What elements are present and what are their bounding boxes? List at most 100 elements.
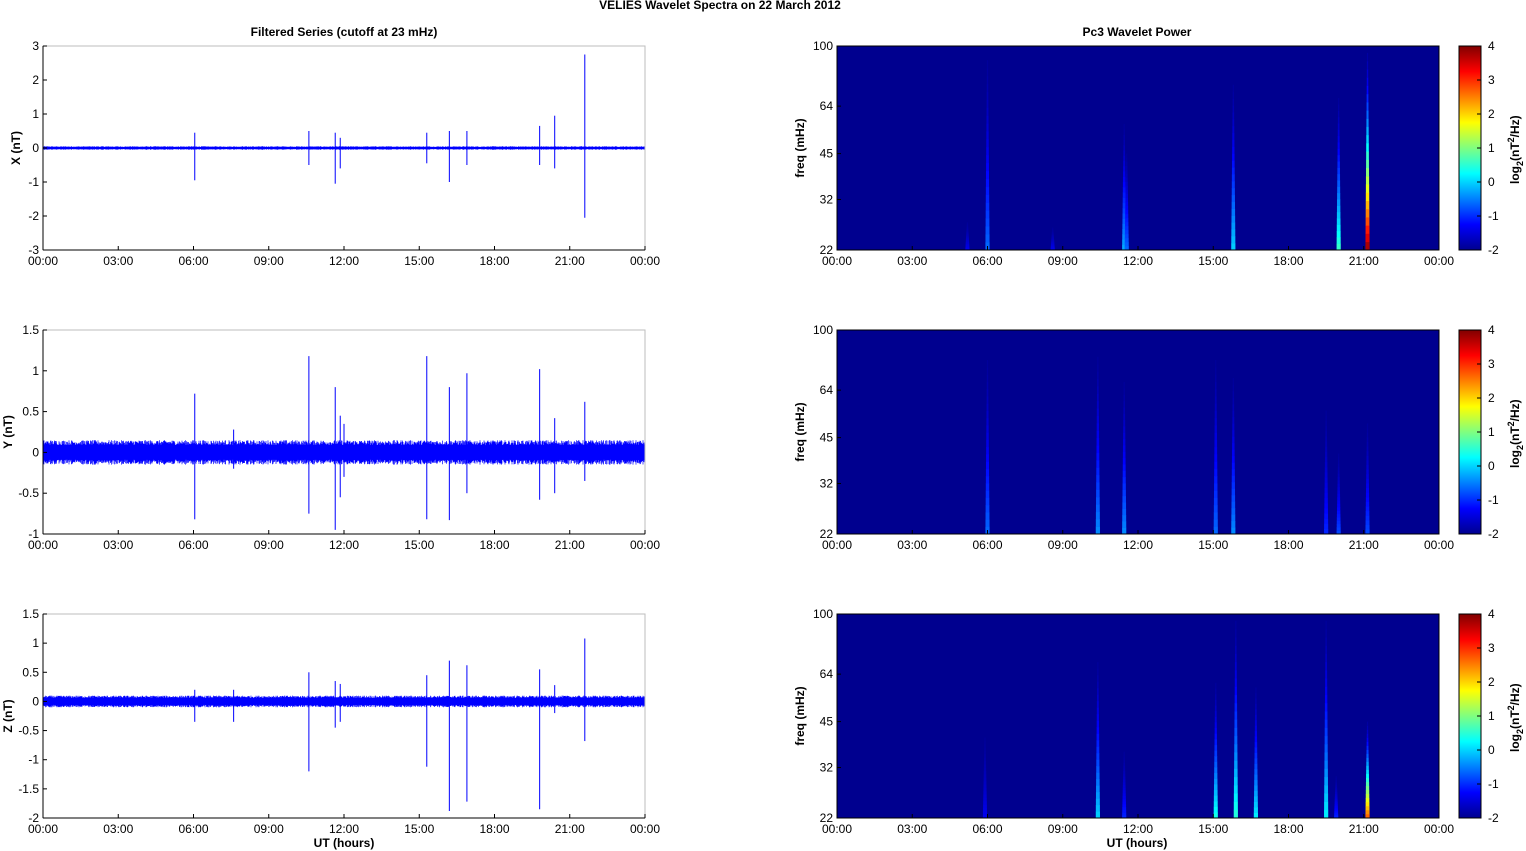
event-segment (985, 497, 990, 506)
event-segment (1234, 653, 1237, 663)
event-segment (1337, 490, 1340, 495)
event-segment (1096, 707, 1099, 715)
event-segment (965, 240, 970, 243)
event-segment (1232, 449, 1235, 457)
event-segment (1097, 378, 1099, 387)
event-segment (1123, 776, 1126, 780)
spectrogram-background (837, 614, 1439, 818)
event-segment (1337, 507, 1341, 511)
event-segment (1337, 135, 1340, 143)
event-segment (1213, 497, 1218, 506)
colorbar-tick-label: -2 (1488, 243, 1499, 257)
event-segment (966, 230, 969, 232)
x-tick-label: 06:00 (972, 538, 1002, 552)
event-segment (1365, 510, 1370, 516)
y-tick-label: 2 (32, 73, 39, 87)
event-segment (1125, 185, 1128, 191)
x-tick-label: 00:00 (28, 254, 58, 268)
event-segment (1213, 784, 1218, 791)
event-segment (1096, 746, 1100, 754)
event-segment (1325, 441, 1328, 447)
event-segment (1334, 798, 1338, 801)
event-segment (985, 178, 990, 188)
event-segment (1325, 410, 1327, 416)
event-segment (1122, 812, 1127, 816)
event-segment (1214, 767, 1218, 774)
figure-suptitle: VELIES Wavelet Spectra on 22 March 2012 (599, 0, 841, 12)
event-segment (1214, 483, 1218, 491)
event-segment (1231, 174, 1235, 182)
colorbar-tick-label: 0 (1488, 743, 1495, 757)
event-segment (1213, 519, 1218, 528)
event-segment (1366, 464, 1369, 470)
event-segment (1366, 478, 1369, 484)
event-segment (1231, 215, 1236, 223)
event-segment (1124, 241, 1129, 247)
event-segment (1051, 240, 1055, 242)
colorbar-label-text: log2(nT2/Hz) (1506, 115, 1525, 184)
event-segment (1122, 197, 1126, 204)
event-segment (1214, 403, 1217, 412)
event-segment (1213, 812, 1218, 819)
wavelet-event (1095, 662, 1100, 819)
event-segment (1095, 526, 1100, 535)
event-segment (1232, 98, 1235, 106)
event-segment (1231, 222, 1236, 230)
event-segment (1325, 415, 1327, 422)
event-segment (966, 235, 969, 237)
x-tick-label: 00:00 (822, 254, 852, 268)
event-segment (1324, 523, 1329, 530)
event-segment (1235, 645, 1237, 655)
x-tick-label: 09:00 (254, 254, 284, 268)
event-segment (1096, 460, 1100, 468)
event-segment (1334, 804, 1338, 807)
event-segment (1325, 425, 1327, 432)
wavelet-event (1334, 776, 1339, 819)
event-segment (1095, 504, 1100, 513)
event-segment (1338, 456, 1340, 461)
event-segment (1231, 243, 1236, 251)
event-segment (1366, 761, 1369, 767)
colorbar-tick-label: 1 (1488, 425, 1495, 439)
event-segment (1214, 454, 1218, 462)
event-segment (1254, 790, 1258, 797)
event-segment (1095, 798, 1100, 806)
event-segment (1097, 668, 1099, 676)
event-segment (1097, 681, 1099, 689)
event-segment (986, 60, 989, 69)
event-segment (1123, 432, 1126, 440)
event-segment (1324, 809, 1329, 819)
event-segment (1232, 430, 1235, 437)
event-segment (1214, 705, 1217, 712)
event-segment (1234, 752, 1238, 761)
event-segment (1337, 480, 1340, 484)
event-segment (1365, 184, 1370, 193)
event-segment (1366, 93, 1369, 103)
wavelet-event (1213, 360, 1218, 535)
event-segment (1231, 194, 1235, 203)
event-segment (1050, 246, 1055, 248)
event-segment (1336, 520, 1341, 525)
event-segment (986, 123, 989, 132)
event-segment (1215, 374, 1217, 383)
event-segment (1231, 188, 1235, 196)
event-segment (1254, 730, 1257, 737)
event-segment (1235, 637, 1237, 646)
colorbar-tick-label: -1 (1488, 777, 1499, 791)
event-segment (1231, 482, 1235, 489)
event-segment (985, 468, 990, 477)
event-segment (1096, 759, 1100, 767)
event-segment (1337, 476, 1340, 481)
event-segment (1096, 489, 1100, 498)
event-segment (986, 76, 989, 85)
event-segment (1254, 720, 1257, 726)
event-segment (1123, 762, 1126, 766)
y-tick-label: -1 (28, 753, 39, 767)
event-segment (1126, 153, 1128, 158)
spec-y-label-z: freq (mHz) (793, 686, 807, 745)
event-segment (1366, 52, 1369, 62)
x-tick-label: 09:00 (1048, 822, 1078, 836)
event-segment (1096, 740, 1100, 747)
event-segment (1097, 675, 1099, 682)
event-segment (966, 225, 969, 228)
